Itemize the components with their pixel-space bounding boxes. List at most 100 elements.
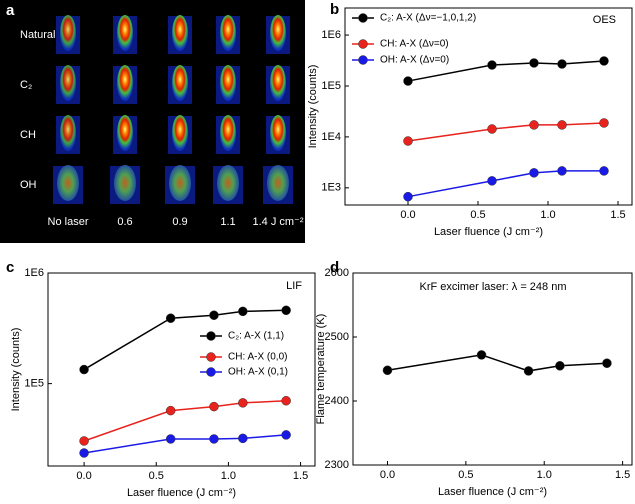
marker xyxy=(281,430,291,440)
row-label: OH xyxy=(20,179,37,191)
legend-label: OH: A-X (0,1) xyxy=(228,367,288,378)
x-tick-label: 0.5 xyxy=(470,209,485,221)
flame-image xyxy=(270,65,286,101)
x-tick-label: 1.5 xyxy=(293,470,308,482)
flame-image xyxy=(117,15,133,51)
x-tick-label: 0.5 xyxy=(458,469,473,481)
x-tick-label: 1.5 xyxy=(615,469,630,481)
x-tick-label: 0.0 xyxy=(76,470,91,482)
legend-label: CH: A-X (Δν=0) xyxy=(380,39,449,50)
flame-image xyxy=(57,165,79,201)
row-label: C₂ xyxy=(20,79,32,91)
marker xyxy=(403,191,413,202)
row-label: Natural xyxy=(20,29,55,41)
column-label: 0.6 xyxy=(117,216,132,228)
marker xyxy=(487,176,497,186)
y-tick-label: 2500 xyxy=(325,331,349,343)
marker xyxy=(403,76,413,86)
y-tick-label: 1E4 xyxy=(321,131,341,143)
x-tick-label: 0.0 xyxy=(380,469,395,481)
marker xyxy=(238,433,248,444)
y-tick-label: 2400 xyxy=(325,395,349,407)
y-tick-label: 1E6 xyxy=(321,29,341,41)
panel-letter: b xyxy=(330,1,339,18)
marker xyxy=(487,124,497,134)
y-tick-label: 1E6 xyxy=(24,267,44,279)
marker xyxy=(165,313,176,323)
flame-image xyxy=(220,115,236,151)
flame-image xyxy=(267,165,289,201)
y-axis-label: Intensity (counts) xyxy=(307,65,319,149)
annotation: KrF excimer laser: λ = 248 nm xyxy=(419,281,566,293)
flame-image xyxy=(270,15,286,51)
marker xyxy=(165,434,176,444)
panel-letter: c xyxy=(6,259,14,276)
flame-image xyxy=(172,115,188,151)
marker xyxy=(529,168,539,178)
marker xyxy=(487,60,497,70)
marker xyxy=(557,120,567,130)
marker xyxy=(281,396,291,406)
marker xyxy=(529,58,539,68)
y-tick-label: 1E5 xyxy=(321,80,341,92)
flame-image xyxy=(60,65,76,101)
marker xyxy=(382,365,393,376)
x-tick-label: 1.0 xyxy=(221,470,236,482)
marker xyxy=(79,448,89,458)
marker xyxy=(557,59,567,69)
x-tick-label: 0.5 xyxy=(149,470,164,482)
legend-label: OH: A-X (Δν=0) xyxy=(380,55,449,66)
marker xyxy=(476,350,487,360)
series-line xyxy=(83,400,287,442)
marker xyxy=(209,310,219,321)
marker xyxy=(165,405,176,416)
marker xyxy=(238,398,248,408)
column-label: 1.4 J cm⁻² xyxy=(252,216,303,228)
panel-letter: a xyxy=(6,2,15,19)
flame-image xyxy=(172,65,188,101)
flame-image xyxy=(60,115,76,151)
legend-marker xyxy=(358,39,368,49)
y-tick-label: 1E5 xyxy=(24,378,44,390)
flame-image xyxy=(60,15,76,51)
marker xyxy=(599,166,609,176)
marker xyxy=(79,436,89,446)
marker xyxy=(209,401,219,412)
marker xyxy=(281,305,291,316)
marker xyxy=(599,118,609,128)
flame-image xyxy=(220,65,236,101)
legend-marker xyxy=(206,367,216,377)
x-tick-label: 1.0 xyxy=(540,209,555,221)
annotation: LIF xyxy=(286,280,302,292)
flame-image xyxy=(172,15,188,51)
legend-label: CH: A-X (0,0) xyxy=(228,352,287,363)
legend-marker xyxy=(358,55,368,65)
series-line xyxy=(407,122,605,142)
marker xyxy=(238,306,248,317)
row-label: CH xyxy=(20,129,36,141)
plot-frame xyxy=(344,7,633,206)
marker xyxy=(523,366,534,376)
flame-image xyxy=(217,165,239,201)
plot-frame xyxy=(352,272,633,466)
x-axis-label: Laser fluence (J cm⁻²) xyxy=(434,226,543,238)
flame-image xyxy=(220,15,236,51)
column-label: No laser xyxy=(48,216,89,228)
series-line xyxy=(407,170,604,198)
marker xyxy=(557,166,567,176)
marker xyxy=(555,361,565,371)
annotation: OES xyxy=(593,14,616,26)
y-tick-label: 1E3 xyxy=(321,182,341,194)
marker xyxy=(602,358,612,368)
flame-image xyxy=(117,65,133,101)
marker xyxy=(79,364,89,375)
legend-label: C₂: A-X (1,1) xyxy=(228,331,284,342)
series-line xyxy=(387,354,607,372)
x-axis-label: Laser fluence (J cm⁻²) xyxy=(127,487,236,499)
flame-image xyxy=(270,115,286,151)
legend-marker xyxy=(358,13,368,23)
legend-marker xyxy=(206,352,216,362)
y-tick-label: 2600 xyxy=(325,267,349,279)
